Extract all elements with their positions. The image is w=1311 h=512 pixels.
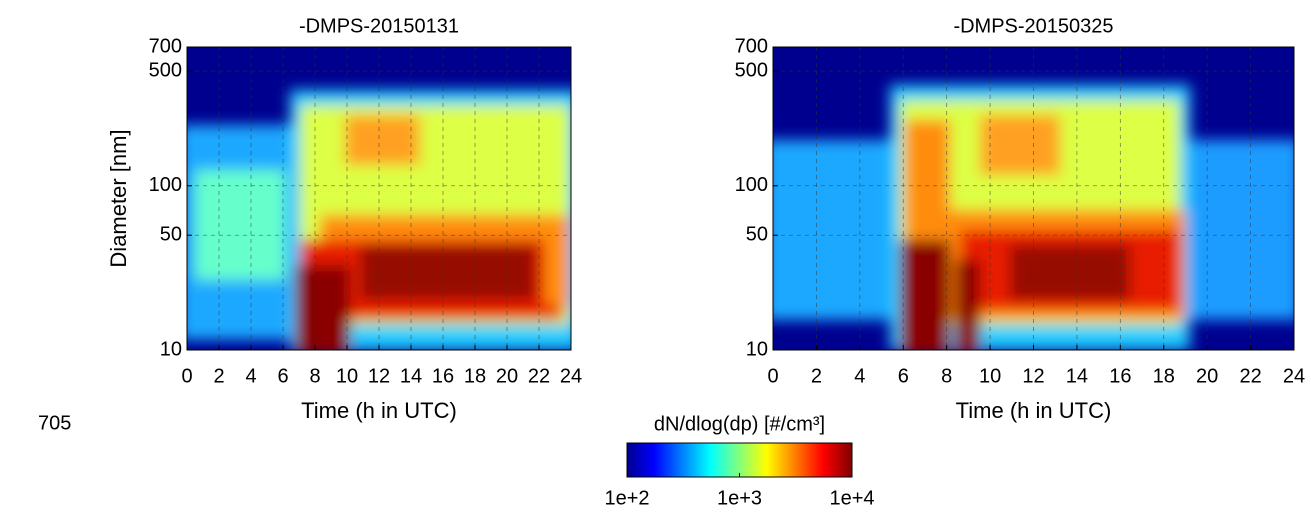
colorbar-tick-label: 1e+2 bbox=[604, 487, 649, 509]
x-tick-label: 10 bbox=[336, 365, 358, 387]
x-tick-label: 14 bbox=[1066, 365, 1088, 387]
x-tick-label: 18 bbox=[1153, 365, 1175, 387]
y-tick-label: 100 bbox=[735, 174, 768, 196]
x-tick-label: 10 bbox=[979, 365, 1001, 387]
y-tick-label: 10 bbox=[746, 338, 768, 360]
x-tick-label: 8 bbox=[309, 365, 320, 387]
x-tick-label: 8 bbox=[941, 365, 952, 387]
y-tick-label: 50 bbox=[746, 223, 768, 245]
y-tick-label: 500 bbox=[735, 59, 768, 81]
y-tick-label: 700 bbox=[149, 35, 182, 57]
chart-title: -DMPS-20150131 bbox=[299, 15, 459, 37]
x-tick-label: 4 bbox=[245, 365, 256, 387]
x-tick-label: 14 bbox=[400, 365, 422, 387]
colorbar-label: dN/dlog(dp) [#/cm³] bbox=[654, 413, 825, 435]
x-tick-label: 12 bbox=[368, 365, 390, 387]
y-tick-label: 100 bbox=[149, 174, 182, 196]
x-tick-label: 12 bbox=[1022, 365, 1044, 387]
x-axis-label: Time (h in UTC) bbox=[956, 398, 1112, 423]
y-tick-label: 50 bbox=[160, 223, 182, 245]
x-tick-label: 22 bbox=[1239, 365, 1261, 387]
x-tick-label: 16 bbox=[1109, 365, 1131, 387]
y-tick-label: 10 bbox=[160, 338, 182, 360]
x-tick-label: 22 bbox=[528, 365, 550, 387]
heatmap-image bbox=[773, 47, 1294, 350]
y-axis-label: Diameter [nm] bbox=[106, 129, 131, 267]
plot-frame bbox=[772, 46, 1295, 351]
x-tick-label: 24 bbox=[1283, 365, 1305, 387]
x-tick-label: 0 bbox=[767, 365, 778, 387]
colorbar-tick-label: 1e+4 bbox=[829, 487, 874, 509]
chart-title: -DMPS-20150325 bbox=[953, 15, 1113, 37]
x-tick-label: 6 bbox=[277, 365, 288, 387]
x-tick-label: 24 bbox=[560, 365, 582, 387]
colorbar-tick-label: 1e+3 bbox=[717, 487, 762, 509]
y-tick-label: 500 bbox=[149, 59, 182, 81]
x-axis-label: Time (h in UTC) bbox=[301, 398, 457, 423]
x-tick-label: 4 bbox=[854, 365, 865, 387]
x-tick-label: 2 bbox=[811, 365, 822, 387]
x-tick-label: 20 bbox=[1196, 365, 1218, 387]
x-tick-label: 16 bbox=[432, 365, 454, 387]
heatmap-image bbox=[187, 47, 571, 350]
x-tick-label: 0 bbox=[181, 365, 192, 387]
colorbar bbox=[626, 442, 853, 478]
x-tick-label: 6 bbox=[898, 365, 909, 387]
x-tick-label: 2 bbox=[213, 365, 224, 387]
plot-frame bbox=[186, 46, 572, 351]
x-tick-label: 20 bbox=[496, 365, 518, 387]
line-number: 705 bbox=[38, 412, 71, 434]
y-tick-label: 700 bbox=[735, 35, 768, 57]
x-tick-label: 18 bbox=[464, 365, 486, 387]
